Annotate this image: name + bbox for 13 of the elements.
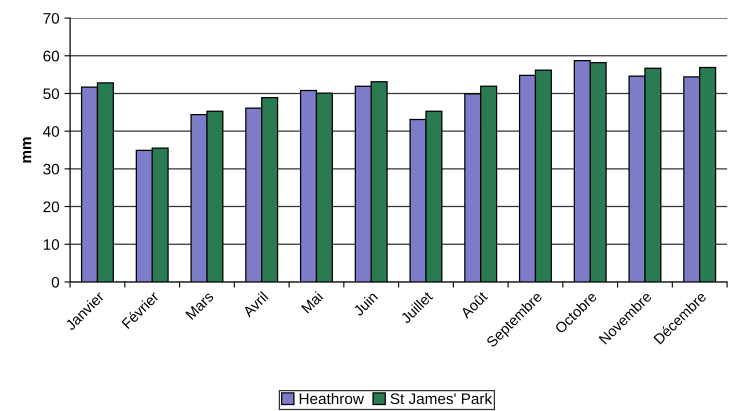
y-tick-label: 30: [43, 164, 60, 175]
y-tick-label: 60: [43, 50, 60, 62]
legend-label: St James' Park: [390, 392, 492, 404]
y-tick-label: 0: [52, 276, 60, 288]
legend-label: Heathrow: [300, 392, 364, 404]
x-tick-label: Mai: [300, 290, 324, 314]
y-tick-label: 50: [43, 88, 60, 100]
y-tick-label: 40: [43, 126, 60, 137]
y-tick-label: 10: [44, 239, 60, 250]
y-tick-label: 70: [43, 12, 60, 24]
y-tick-label: 20: [43, 201, 60, 212]
x-tick-label: Juin: [352, 290, 378, 317]
y-axis-title: mm: [22, 137, 32, 163]
